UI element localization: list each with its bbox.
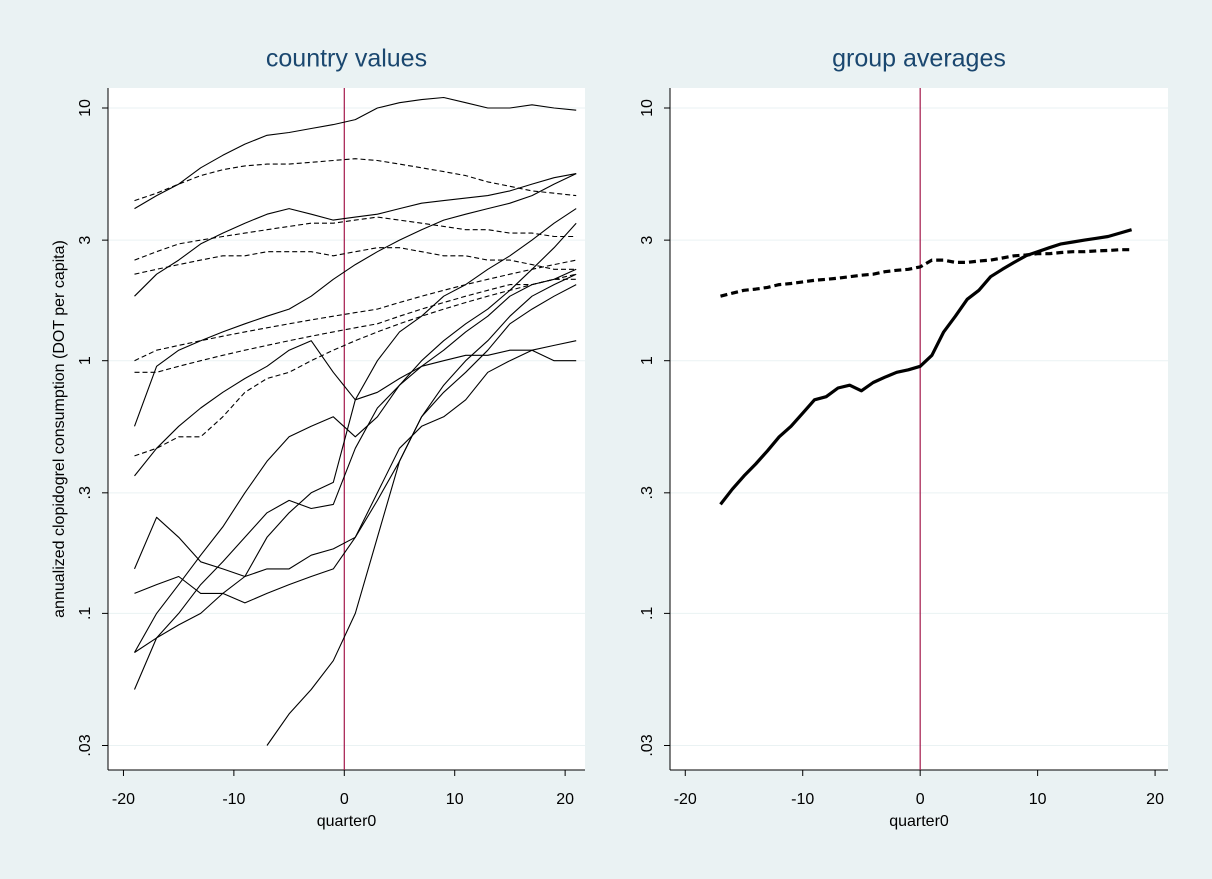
y-tick-label: .1 (639, 607, 656, 620)
series-line (134, 173, 577, 297)
x-tick-label: 20 (1146, 791, 1164, 808)
y-tick-label: 10 (77, 99, 94, 117)
x-axis-label: quarter0 (889, 813, 949, 830)
x-tick-label: -10 (222, 791, 245, 808)
y-axis-label: annualized clopidogrel consumption (DOT … (51, 240, 68, 618)
series-line (134, 259, 577, 362)
series-line (133, 173, 577, 427)
series-line (134, 349, 577, 604)
series-line (134, 273, 577, 457)
series-line (134, 96, 577, 210)
panel-title: group averages (832, 45, 1006, 73)
x-axis-label: quarter0 (317, 813, 377, 830)
series-line (134, 278, 577, 373)
series-line (266, 273, 577, 746)
series-line (720, 248, 1132, 298)
series-line (134, 222, 577, 653)
plot-area (670, 88, 1168, 770)
y-tick-label: .1 (77, 607, 94, 620)
y-tick-label: 3 (77, 236, 94, 245)
series-line (133, 268, 577, 690)
y-tick-label: 10 (639, 99, 656, 117)
y-tick-label: .03 (639, 734, 656, 756)
y-tick-label: .3 (639, 486, 656, 499)
x-tick-label: 0 (340, 791, 349, 808)
y-tick-label: 3 (639, 236, 656, 245)
x-tick-label: 0 (916, 791, 925, 808)
panel-title: country values (266, 45, 427, 73)
x-tick-label: -20 (112, 791, 135, 808)
x-tick-label: 10 (446, 791, 464, 808)
y-tick-label: 1 (77, 356, 94, 365)
x-tick-label: -20 (674, 791, 697, 808)
y-tick-label: 1 (639, 356, 656, 365)
series-line (134, 216, 577, 261)
series-line (719, 228, 1133, 506)
series-line (134, 158, 577, 202)
x-tick-label: 20 (556, 791, 574, 808)
series-line (134, 247, 577, 275)
y-tick-label: .3 (77, 486, 94, 499)
x-tick-label: -10 (791, 791, 814, 808)
y-tick-label: .03 (77, 734, 94, 756)
x-tick-label: 10 (1029, 791, 1047, 808)
